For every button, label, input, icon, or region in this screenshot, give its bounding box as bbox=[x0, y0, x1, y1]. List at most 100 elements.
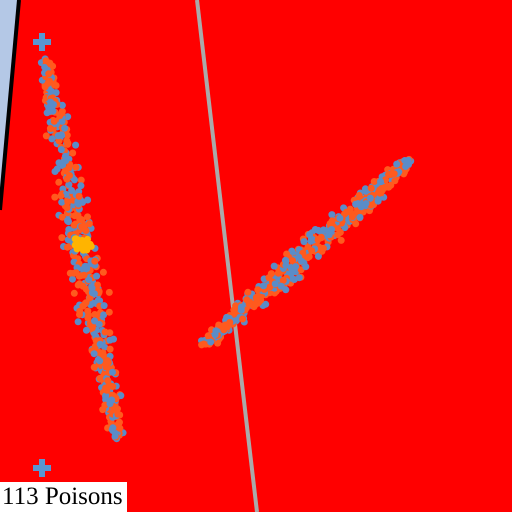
poison-particle bbox=[71, 212, 79, 220]
poison-particle bbox=[215, 321, 223, 329]
poison-particle bbox=[230, 306, 238, 314]
poison-particle bbox=[336, 214, 344, 222]
poison-particle bbox=[90, 290, 98, 298]
poison-particle bbox=[82, 299, 90, 307]
cross-marker[interactable] bbox=[33, 459, 51, 477]
poison-particle bbox=[266, 283, 274, 291]
poison-particle bbox=[61, 124, 69, 132]
poison-particle bbox=[307, 235, 315, 243]
poison-particle bbox=[48, 135, 56, 143]
poison-particle bbox=[73, 245, 81, 253]
poison-particle bbox=[254, 286, 262, 294]
poison-particle bbox=[387, 181, 395, 189]
poison-particle bbox=[96, 340, 104, 348]
poison-particle bbox=[58, 117, 66, 125]
poison-particle bbox=[69, 275, 76, 283]
poison-particle bbox=[362, 187, 370, 195]
poison-particle bbox=[68, 187, 76, 194]
poison-particle bbox=[102, 360, 109, 368]
poison-particle bbox=[83, 265, 91, 272]
poison-particle bbox=[96, 297, 104, 305]
poison-particle bbox=[328, 211, 336, 219]
poison-particle bbox=[90, 363, 98, 371]
poison-particle bbox=[111, 432, 119, 440]
poison-particle bbox=[328, 226, 336, 233]
poison-particle bbox=[302, 263, 310, 271]
poison-particle bbox=[77, 182, 85, 190]
poison-particle bbox=[46, 125, 54, 132]
poison-particle bbox=[72, 141, 80, 149]
poison-particle bbox=[56, 112, 64, 120]
poison-particle bbox=[45, 70, 53, 78]
poison-particle bbox=[277, 282, 285, 290]
poison-particle bbox=[114, 410, 122, 418]
poison-particle bbox=[262, 300, 270, 308]
poison-particle bbox=[85, 220, 93, 228]
poison-particle bbox=[391, 177, 399, 185]
poison-particle bbox=[348, 213, 356, 221]
poison-particle bbox=[200, 340, 208, 348]
poison-particle bbox=[226, 318, 234, 326]
poison-particle bbox=[237, 303, 245, 311]
poison-particle bbox=[376, 189, 384, 197]
poison-particle bbox=[62, 157, 70, 165]
poison-particle bbox=[279, 276, 287, 284]
poison-particle bbox=[109, 424, 117, 432]
poison-counter: 113 Poisons bbox=[0, 482, 127, 512]
poison-particle bbox=[362, 200, 370, 208]
poison-particle bbox=[85, 243, 93, 251]
poison-particle bbox=[93, 311, 101, 319]
poison-particle bbox=[93, 272, 101, 280]
poison-particle bbox=[274, 269, 282, 277]
poison-particle bbox=[366, 194, 374, 202]
poison-particle bbox=[308, 247, 316, 255]
poison-particle bbox=[100, 311, 108, 319]
poison-particle bbox=[212, 327, 220, 335]
poison-particle bbox=[402, 163, 410, 170]
poison-particle bbox=[64, 198, 72, 206]
poison-particle bbox=[65, 226, 73, 233]
poison-particle bbox=[76, 307, 84, 315]
poison-particle bbox=[300, 238, 308, 246]
poison-particle bbox=[58, 234, 66, 242]
poison-particle bbox=[103, 386, 111, 394]
poison-particle bbox=[53, 165, 61, 173]
poison-particle bbox=[288, 247, 296, 255]
poison-particle bbox=[95, 320, 103, 328]
poison-particle bbox=[84, 213, 91, 221]
poison-particle bbox=[253, 295, 260, 303]
poison-particle bbox=[319, 244, 327, 252]
poison-particle bbox=[305, 253, 313, 261]
markers bbox=[33, 33, 51, 477]
poison-particle bbox=[72, 235, 80, 243]
poison-particle bbox=[72, 163, 80, 171]
poison-particle bbox=[75, 192, 83, 200]
poison-particle bbox=[42, 132, 50, 140]
poison-particle bbox=[244, 288, 252, 296]
poison-particle bbox=[90, 350, 98, 358]
poison-particle bbox=[64, 139, 72, 147]
poison-particle bbox=[64, 113, 72, 121]
poison-particle bbox=[99, 268, 107, 276]
poison-particle bbox=[85, 276, 93, 284]
poison-particle bbox=[91, 257, 99, 265]
poison-particle bbox=[76, 280, 83, 288]
poison-particle bbox=[58, 101, 66, 109]
poison-particle bbox=[245, 300, 253, 308]
poison-particle bbox=[356, 213, 364, 221]
poison-particle bbox=[106, 329, 114, 337]
poison-particle bbox=[74, 318, 82, 326]
cross-marker[interactable] bbox=[33, 33, 51, 51]
poison-particle bbox=[204, 332, 212, 340]
poison-particle bbox=[69, 149, 77, 157]
poison-particle bbox=[57, 192, 65, 200]
poison-particle bbox=[104, 377, 112, 385]
poison-particle bbox=[352, 200, 360, 208]
poison-particle bbox=[401, 157, 409, 164]
poison-particle bbox=[283, 250, 291, 258]
poison-particle bbox=[298, 257, 305, 265]
poison-particle bbox=[336, 228, 344, 236]
poison-particle bbox=[84, 307, 92, 315]
